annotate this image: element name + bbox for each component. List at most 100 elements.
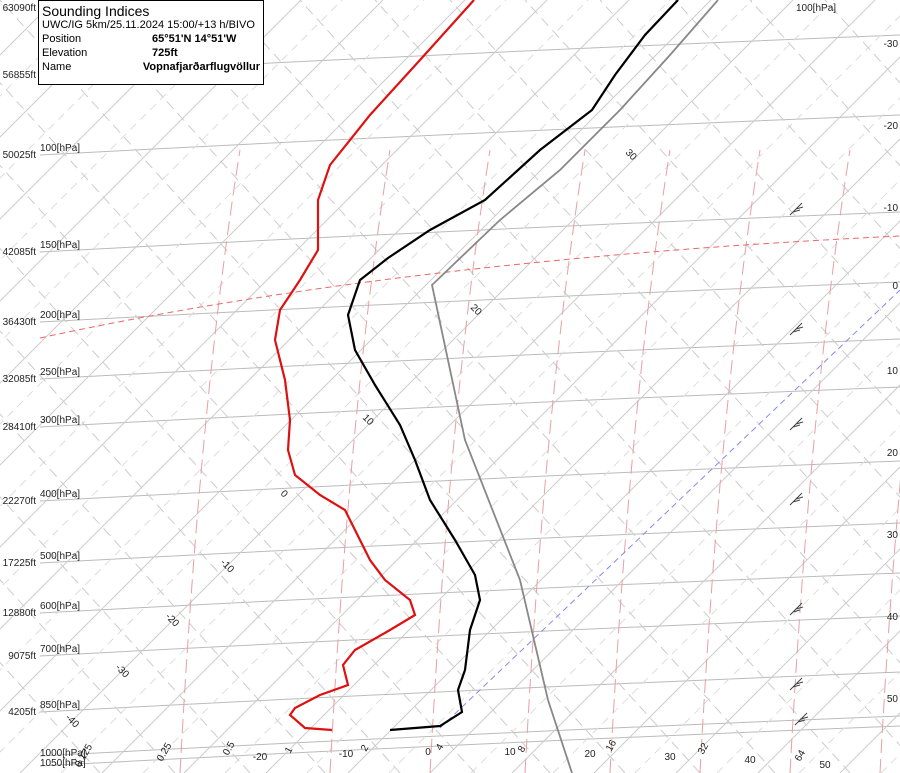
mixing-ratio-line [329, 149, 391, 773]
mixing-ratio-line [179, 149, 241, 773]
isobar [39, 715, 900, 757]
isobar [39, 114, 900, 156]
isotherm [0, 0, 384, 384]
isotherm-label: 20 [468, 302, 484, 318]
isotherm [101, 0, 876, 773]
info-row: Position 65°51'N 14°51'W [42, 33, 260, 45]
mixing-ratio-label: 0.25 [155, 741, 174, 764]
right-axis-label: 10 [887, 366, 899, 377]
right-axis-label: 40 [887, 612, 899, 623]
altitude-label: 22270ft [3, 496, 37, 507]
right-axis-label: -20 [884, 121, 899, 132]
pressure-label: 250[hPa] [40, 367, 80, 378]
altitude-label: 28410ft [3, 422, 37, 433]
isobar [39, 615, 900, 657]
pressure-label: 100[hPa] [40, 143, 80, 154]
mixing-ratio-label: 2 [359, 743, 372, 754]
isobar [39, 671, 900, 713]
info-value: 725ft [152, 47, 178, 59]
isotherm-dash [716, 589, 900, 773]
right-axis-label: -30 [884, 39, 899, 50]
wind-barb [789, 417, 804, 431]
moist-adiabat [749, 0, 900, 167]
isotherm [675, 548, 900, 773]
mixing-ratio-label: 4 [434, 742, 447, 753]
temperature-label: -10 [339, 749, 354, 760]
info-label: Name [42, 61, 72, 73]
isotherm-dash [552, 425, 900, 773]
isotherm [0, 0, 630, 630]
pressure-label: 850[hPa] [40, 700, 80, 711]
temperature-label: -20 [253, 752, 268, 763]
isotherm-dash [470, 343, 900, 773]
isotherm-label: 0 [278, 488, 290, 500]
temperature-label: 0 [425, 747, 431, 758]
isotherm-dash [0, 0, 753, 753]
moist-adiabat [74, 0, 776, 773]
moist-adiabat [149, 0, 851, 773]
right-axis-label: -10 [884, 203, 899, 214]
isotherm [0, 0, 712, 712]
isotherm-dash [0, 0, 425, 425]
pressure-label: 300[hPa] [40, 415, 80, 426]
wind-barb [789, 492, 804, 506]
moist-adiabat [0, 330, 401, 773]
temperature-label: 50 [819, 760, 831, 771]
moist-adiabat [299, 0, 900, 664]
temperature-profile [346, 0, 679, 732]
info-title: Sounding Indices [42, 3, 150, 19]
mixing-ratio-label: 8 [516, 744, 529, 755]
moist-adiabat [224, 0, 900, 747]
info-row: Name Vopnafjarðarflugvöllur [42, 61, 260, 73]
isotherm [593, 466, 900, 773]
temperature-label: 20 [584, 749, 596, 760]
moist-adiabat [449, 0, 900, 498]
mixing-ratio-line [429, 149, 491, 773]
parcel-curve [431, 0, 719, 773]
altitude-label: 56855ft [3, 70, 37, 81]
parcel-line [439, 289, 900, 729]
info-box: Sounding Indices UWC/IG 5km/25.11.2024 1… [38, 0, 264, 85]
isotherm-dash [388, 261, 900, 773]
isotherm [757, 630, 900, 773]
wind-barb [789, 677, 804, 691]
isotherm [0, 0, 220, 220]
mixing-ratio-line [699, 149, 761, 773]
isotherm [0, 0, 548, 548]
isotherm [0, 0, 302, 302]
info-label: Elevation [42, 47, 88, 59]
isotherm [511, 384, 900, 773]
isotherm [19, 0, 794, 773]
isobar [39, 522, 900, 564]
isobar [39, 338, 900, 380]
info-row: Elevation 725ft [42, 47, 260, 59]
altitude-label: 4205ft [8, 707, 36, 718]
moist-adiabat [0, 413, 326, 773]
tropopause-line [39, 235, 900, 339]
mixing-ratio-line [789, 149, 851, 773]
altitude-label: 9075ft [8, 651, 36, 662]
isobar [39, 572, 900, 614]
moist-adiabat [599, 0, 900, 333]
isotherm [429, 302, 900, 773]
isobar [39, 386, 900, 428]
pressure-label: 400[hPa] [40, 489, 80, 500]
pressure-label-top: 100[hPa] [796, 3, 836, 14]
isotherm-dash [0, 0, 343, 343]
right-axis-label: 20 [887, 448, 899, 459]
isotherm [183, 56, 900, 773]
mixing-ratio-line [879, 479, 900, 773]
mixing-ratio-label: 1 [283, 745, 296, 756]
mixing-ratio-label: 64 [793, 748, 808, 764]
isotherm-label: 10 [360, 412, 376, 428]
isotherm-dash [0, 0, 179, 179]
mixing-ratio-label: 0.5 [221, 740, 238, 758]
right-axis-label: 30 [887, 530, 899, 541]
moist-adiabat [0, 82, 626, 773]
wind-barb [789, 202, 804, 216]
altitude-label: 17225ft [3, 558, 37, 569]
wind-barbs [789, 202, 809, 726]
pressure-label: 700[hPa] [40, 644, 80, 655]
